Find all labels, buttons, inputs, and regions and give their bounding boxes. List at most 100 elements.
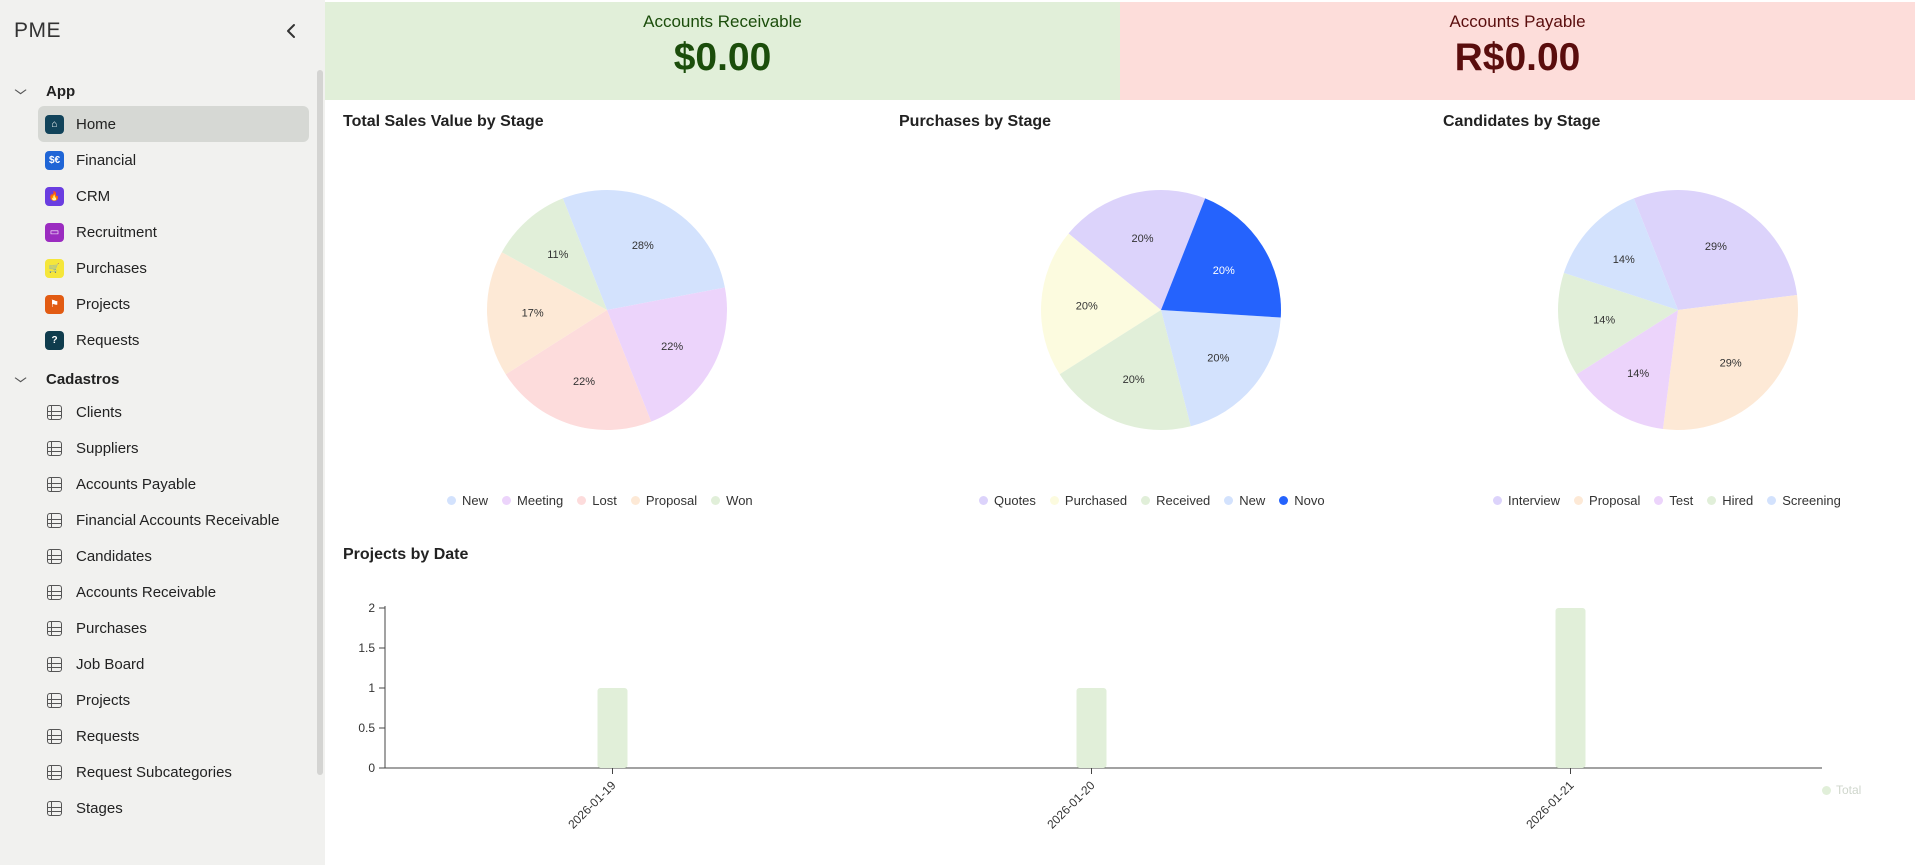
legend-item[interactable]: Novo <box>1279 493 1325 508</box>
legend-item[interactable]: Meeting <box>502 493 563 508</box>
pie-slice-quotes[interactable] <box>1068 190 1206 310</box>
legend-item[interactable]: Purchased <box>1049 493 1127 508</box>
bar-2026-01-20[interactable] <box>1076 688 1107 768</box>
kpi-row: Accounts Receivable $0.00 Accounts Payab… <box>325 2 1915 100</box>
chart-title: Purchases by Stage <box>899 113 1052 130</box>
legend-dot <box>1654 496 1664 505</box>
sidebar-item-purchases[interactable]: Purchases <box>38 610 309 646</box>
legend-item[interactable]: Quotes <box>979 493 1036 508</box>
table-icon <box>47 476 62 492</box>
pie-data-label: 20% <box>1123 374 1145 386</box>
sidebar-item-financial[interactable]: $€ Financial <box>38 142 309 178</box>
pie-slice-new[interactable] <box>562 189 725 310</box>
pie-slice-proposal[interactable] <box>487 252 607 375</box>
kpi-value: $0.00 <box>673 36 772 79</box>
pie-slice-novo[interactable] <box>1161 198 1281 318</box>
section-cadastros[interactable]: ⌵ Cadastros <box>0 364 325 394</box>
sidebar-item-financial-accounts-receivable[interactable]: Financial Accounts Receivable <box>38 502 309 538</box>
home-icon: ⌂ <box>45 114 64 134</box>
sidebar-item-label: Clients <box>76 403 122 421</box>
sidebar-item-label: Accounts Receivable <box>76 583 217 601</box>
legend-label: Lost <box>592 493 617 508</box>
pie-slice-screening[interactable] <box>1563 198 1678 310</box>
table-icon <box>47 656 62 672</box>
pie-slice-interview[interactable] <box>1633 190 1798 310</box>
legend-dot <box>1493 496 1502 505</box>
kpi-label: Accounts Receivable <box>643 12 802 31</box>
sidebar-scrollbar[interactable] <box>317 70 323 775</box>
pie-slice-new[interactable] <box>1161 310 1281 427</box>
pie-slice-test[interactable] <box>1576 310 1678 430</box>
bar-2026-01-21[interactable] <box>1555 608 1586 768</box>
bar-2026-01-19[interactable] <box>597 688 628 768</box>
pie-slice-purchased[interactable] <box>1041 233 1161 375</box>
y-tick-label: 1 <box>368 681 375 695</box>
section-label: App <box>46 82 76 100</box>
legend-label: Won <box>726 493 753 508</box>
legend-dot <box>1224 496 1234 505</box>
legend-dot <box>1574 496 1584 505</box>
legend-item[interactable]: Proposal <box>630 493 697 508</box>
table-icon <box>47 512 62 528</box>
sidebar-item-job-board[interactable]: Job Board <box>38 646 309 682</box>
candidates-pie-chart: 29% 29% 14% 14% 14% <box>1558 190 1798 430</box>
chart-legend: New Meeting Lost Proposal Won <box>447 493 753 508</box>
table-icon <box>47 440 62 456</box>
cart-icon: 🛒 <box>45 258 64 278</box>
pie-data-label: 20% <box>1213 265 1235 277</box>
sidebar-nav: ⌵ App ⌂ Home $€ Financial 🔥 CRM ▭ Recruitment 🛒 Pur… <box>0 76 325 826</box>
pie-slice-meeting[interactable] <box>607 287 727 422</box>
pie-data-label: 22% <box>573 376 595 388</box>
sidebar-item-candidates[interactable]: Candidates <box>38 538 309 574</box>
sidebar-item-label: Job Board <box>76 655 145 673</box>
sidebar-item-requests[interactable]: ? Requests <box>38 322 309 358</box>
table-icon <box>47 800 62 816</box>
legend-item[interactable]: Won <box>711 493 753 508</box>
legend-item[interactable]: Hired <box>1707 493 1753 508</box>
legend-item[interactable]: Test <box>1654 493 1693 508</box>
legend-item[interactable]: New <box>447 493 488 508</box>
pie-data-label: 20% <box>1131 233 1153 245</box>
sidebar-item-request-subcategories[interactable]: Request Subcategories <box>38 754 309 790</box>
sidebar-item-projects[interactable]: Projects <box>38 682 309 718</box>
sidebar-item-requests[interactable]: Requests <box>38 718 309 754</box>
sidebar-item-accounts-receivable[interactable]: Accounts Receivable <box>38 574 309 610</box>
sidebar-item-home[interactable]: ⌂ Home <box>38 106 309 142</box>
sidebar-item-projects[interactable]: ⚑ Projects <box>38 286 309 322</box>
legend-item[interactable]: New <box>1224 493 1265 508</box>
pie-slice-hired[interactable] <box>1558 272 1678 375</box>
chart-title: Candidates by Stage <box>1443 113 1601 130</box>
legend-item[interactable]: Received <box>1141 493 1210 508</box>
purchases-pie-chart: 20% 20% 20% 20% 20% <box>1041 190 1281 430</box>
legend-label: New <box>1239 493 1266 508</box>
collapse-sidebar-icon[interactable] <box>279 19 303 43</box>
legend-item[interactable]: Screening <box>1767 493 1841 508</box>
y-tick-label: 0 <box>368 761 375 775</box>
legend-dot <box>447 496 456 505</box>
legend-item[interactable]: Lost <box>577 493 617 508</box>
sidebar-item-accounts-payable[interactable]: Accounts Payable <box>38 466 309 502</box>
section-app[interactable]: ⌵ App <box>0 76 325 106</box>
legend-label: Meeting <box>517 493 564 508</box>
legend-item[interactable]: Proposal <box>1574 493 1640 508</box>
legend-label: New <box>462 493 489 508</box>
legend-label: Novo <box>1294 493 1325 508</box>
money-icon: $€ <box>45 150 64 170</box>
sidebar-item-purchases[interactable]: 🛒 Purchases <box>38 250 309 286</box>
legend-dot <box>630 496 640 505</box>
legend-item[interactable]: Interview <box>1493 493 1560 508</box>
pie-slice-won[interactable] <box>501 198 607 310</box>
projects-bar-chart: 0 0.5 1 1.5 2 2026-01-19 2026-01-20 2026-01-21 <box>358 601 1822 832</box>
chevron-down-icon: ⌵ <box>14 372 27 385</box>
sidebar-item-suppliers[interactable]: Suppliers <box>38 430 309 466</box>
pie-slice-received[interactable] <box>1059 310 1191 430</box>
sales-pie-chart: 28% 22% 22% 17% 11% <box>487 189 727 430</box>
sidebar-item-recruitment[interactable]: ▭ Recruitment <box>38 214 309 250</box>
pie-slice-proposal[interactable] <box>1662 294 1798 430</box>
table-icon <box>47 548 62 564</box>
x-tick-label: 2026-01-21 <box>1523 778 1577 832</box>
sidebar-item-clients[interactable]: Clients <box>38 394 309 430</box>
pie-slice-lost[interactable] <box>505 310 652 430</box>
sidebar-item-crm[interactable]: 🔥 CRM <box>38 178 309 214</box>
sidebar-item-stages[interactable]: Stages <box>38 790 309 826</box>
